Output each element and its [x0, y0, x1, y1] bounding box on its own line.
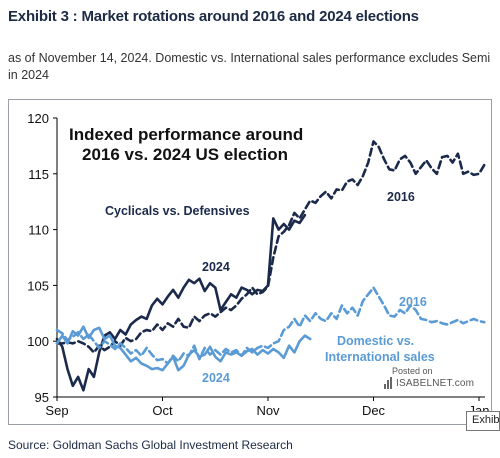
series-line-3 [55, 325, 312, 372]
x-tick-label: Sep [45, 403, 68, 418]
y-tick-label: 110 [28, 223, 49, 238]
domestic-2024-label: 2024 [202, 371, 230, 385]
subtitle-line-1: as of November 14, 2024. Domestic vs. In… [8, 51, 491, 65]
cyclicals-2024-label: 2024 [202, 260, 230, 274]
cyclicals-label: Cyclicals vs. Defensives [105, 204, 250, 218]
domestic-label-line-2: International sales [325, 350, 435, 364]
domestic-label-line-1: Domestic vs. [337, 334, 414, 348]
watermark-posted-text: Posted on [392, 366, 433, 376]
chart-subtitle: as of November 14, 2024. Domestic vs. In… [8, 50, 496, 84]
x-tick-label: Dec [362, 403, 386, 418]
chart-frame: 95100105110115120SepOctNovDecJan Indexed… [8, 99, 492, 425]
series-line-1 [55, 213, 307, 392]
isabelnet-watermark: Posted on ISABELNET.com [384, 366, 474, 396]
source-note: Source: Goldman Sachs Global Investment … [8, 438, 293, 452]
y-tick-label: 120 [27, 111, 49, 126]
series-line-4 [55, 286, 486, 365]
y-tick-label: 100 [27, 334, 49, 349]
domestic-2016-label: 2016 [399, 295, 427, 309]
y-tick-label: 105 [27, 278, 49, 293]
line-chart: 95100105110115120SepOctNovDecJan Indexed… [27, 111, 489, 418]
chart-title-line-2: 2016 vs. 2024 US election [82, 145, 288, 164]
y-tick-label: 95 [35, 390, 49, 405]
exhibit-title: Exhibit 3 : Market rotations around 2016… [8, 8, 419, 25]
chart-title-line-1: Indexed performance around [69, 125, 303, 144]
watermark-brand-text: ISABELNET.com [396, 378, 475, 389]
series-line-2 [55, 140, 486, 354]
subtitle-line-2: in 2024 [8, 68, 50, 82]
exhibit-corner-tab: Exhibi [466, 411, 500, 431]
cyclicals-2016-label: 2016 [387, 190, 415, 204]
y-tick-label: 115 [28, 167, 49, 182]
bar-logo-icon [384, 377, 392, 389]
x-tick-label: Oct [152, 403, 173, 418]
x-tick-label: Nov [256, 403, 280, 418]
